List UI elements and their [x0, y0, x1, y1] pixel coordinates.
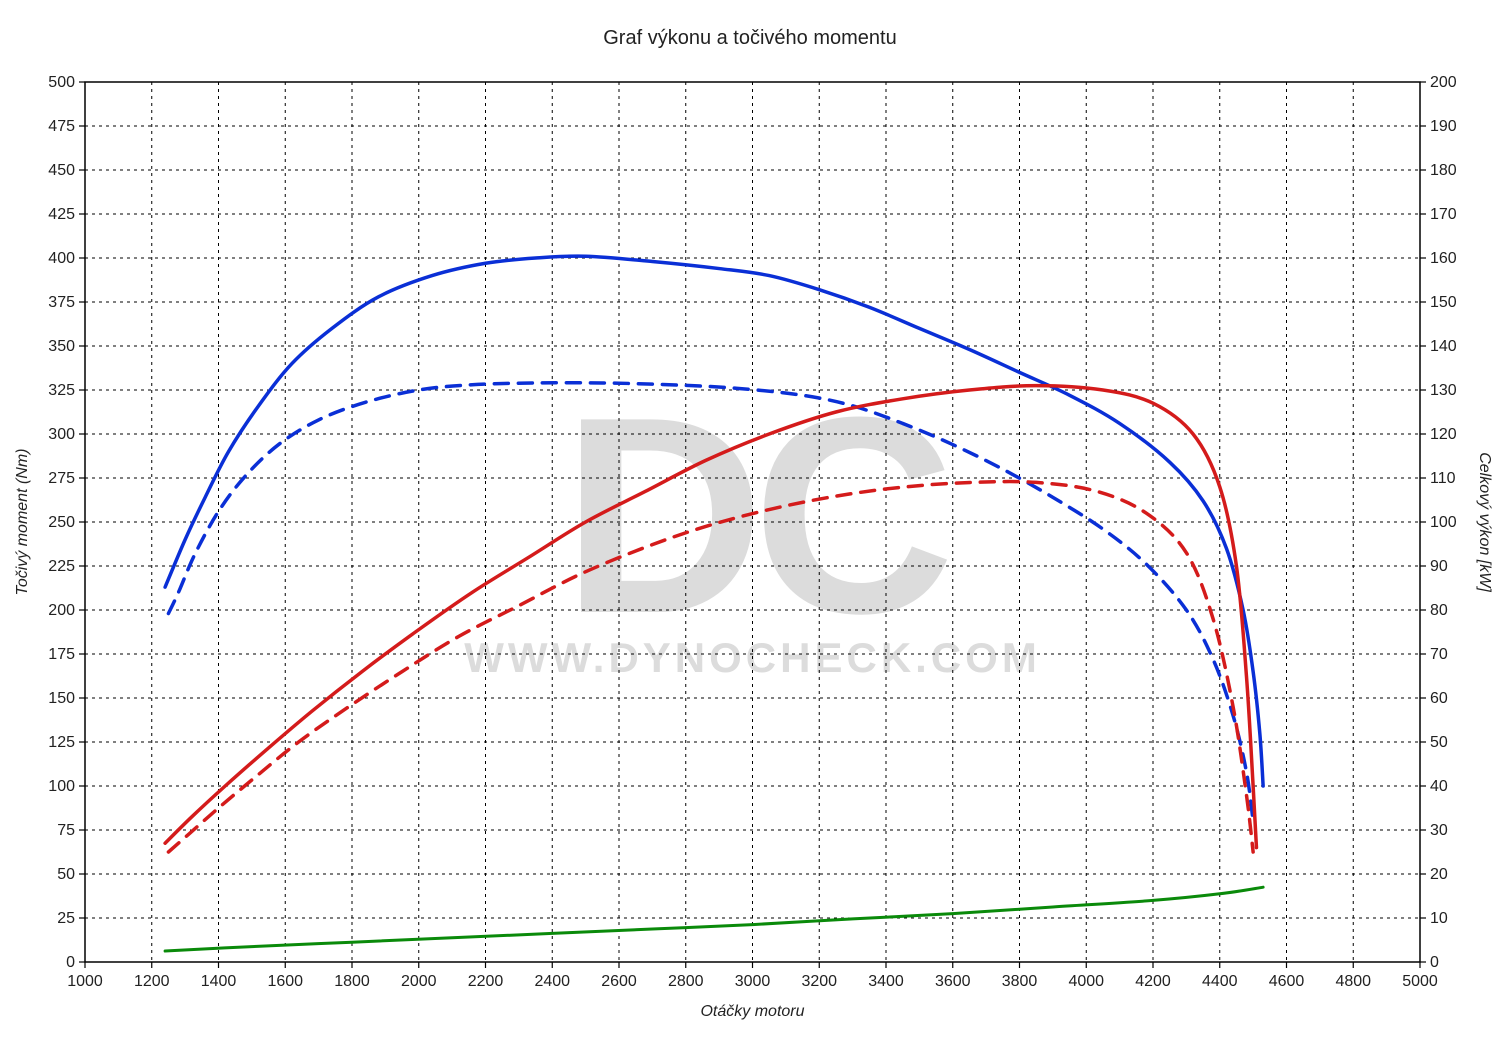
svg-text:2000: 2000 [401, 973, 437, 990]
svg-text:1800: 1800 [334, 973, 370, 990]
svg-text:1600: 1600 [267, 973, 303, 990]
svg-text:60: 60 [1430, 690, 1448, 707]
svg-text:40: 40 [1430, 778, 1448, 795]
svg-text:100: 100 [48, 778, 75, 795]
svg-text:2200: 2200 [468, 973, 504, 990]
svg-text:325: 325 [48, 382, 75, 399]
svg-text:3400: 3400 [868, 973, 904, 990]
svg-text:3200: 3200 [801, 973, 837, 990]
svg-text:50: 50 [1430, 734, 1448, 751]
svg-text:170: 170 [1430, 206, 1457, 223]
svg-text:5000: 5000 [1402, 973, 1438, 990]
svg-text:4800: 4800 [1335, 973, 1371, 990]
svg-text:150: 150 [48, 690, 75, 707]
svg-text:4000: 4000 [1068, 973, 1104, 990]
svg-text:120: 120 [1430, 426, 1457, 443]
svg-text:190: 190 [1430, 118, 1457, 135]
svg-text:50: 50 [57, 866, 75, 883]
chart-title: Graf výkonu a točivého momentu [603, 27, 896, 49]
svg-text:200: 200 [48, 602, 75, 619]
svg-text:4600: 4600 [1269, 973, 1305, 990]
svg-text:1200: 1200 [134, 973, 170, 990]
svg-text:3800: 3800 [1002, 973, 1038, 990]
svg-text:75: 75 [57, 822, 75, 839]
svg-text:0: 0 [1430, 954, 1439, 971]
x-axis-label: Otáčky motoru [700, 1003, 804, 1020]
svg-text:200: 200 [1430, 74, 1457, 91]
svg-text:3600: 3600 [935, 973, 971, 990]
svg-text:2600: 2600 [601, 973, 637, 990]
svg-text:500: 500 [48, 74, 75, 91]
svg-text:400: 400 [48, 250, 75, 267]
svg-text:225: 225 [48, 558, 75, 575]
y-right-axis-label: Celkový výkon [kW] [1476, 452, 1493, 592]
svg-text:175: 175 [48, 646, 75, 663]
svg-text:350: 350 [48, 338, 75, 355]
svg-text:1400: 1400 [201, 973, 237, 990]
svg-text:1000: 1000 [67, 973, 103, 990]
dyno-chart-svg: DCWWW.DYNOCHECK.COM100012001400160018002… [0, 0, 1500, 1041]
svg-text:2400: 2400 [534, 973, 570, 990]
svg-text:4200: 4200 [1135, 973, 1171, 990]
svg-text:110: 110 [1430, 470, 1456, 487]
svg-text:25: 25 [57, 910, 75, 927]
y-left-axis-label: Točivý moment (Nm) [14, 449, 31, 596]
svg-text:0: 0 [66, 954, 75, 971]
svg-text:180: 180 [1430, 162, 1457, 179]
svg-text:250: 250 [48, 514, 75, 531]
svg-text:2800: 2800 [668, 973, 704, 990]
svg-text:3000: 3000 [735, 973, 771, 990]
svg-text:70: 70 [1430, 646, 1448, 663]
svg-text:DC: DC [562, 360, 949, 672]
svg-text:475: 475 [48, 118, 75, 135]
svg-text:100: 100 [1430, 514, 1457, 531]
dyno-chart-container: DCWWW.DYNOCHECK.COM100012001400160018002… [0, 0, 1500, 1041]
svg-text:90: 90 [1430, 558, 1448, 575]
svg-text:300: 300 [48, 426, 75, 443]
svg-text:140: 140 [1430, 338, 1457, 355]
svg-text:20: 20 [1430, 866, 1448, 883]
svg-text:375: 375 [48, 294, 75, 311]
svg-text:4400: 4400 [1202, 973, 1238, 990]
svg-text:450: 450 [48, 162, 75, 179]
svg-text:10: 10 [1430, 910, 1448, 927]
svg-text:125: 125 [48, 734, 75, 751]
svg-text:275: 275 [48, 470, 75, 487]
svg-text:425: 425 [48, 206, 75, 223]
svg-text:30: 30 [1430, 822, 1448, 839]
svg-text:130: 130 [1430, 382, 1457, 399]
svg-text:150: 150 [1430, 294, 1457, 311]
svg-text:80: 80 [1430, 602, 1448, 619]
svg-text:160: 160 [1430, 250, 1457, 267]
